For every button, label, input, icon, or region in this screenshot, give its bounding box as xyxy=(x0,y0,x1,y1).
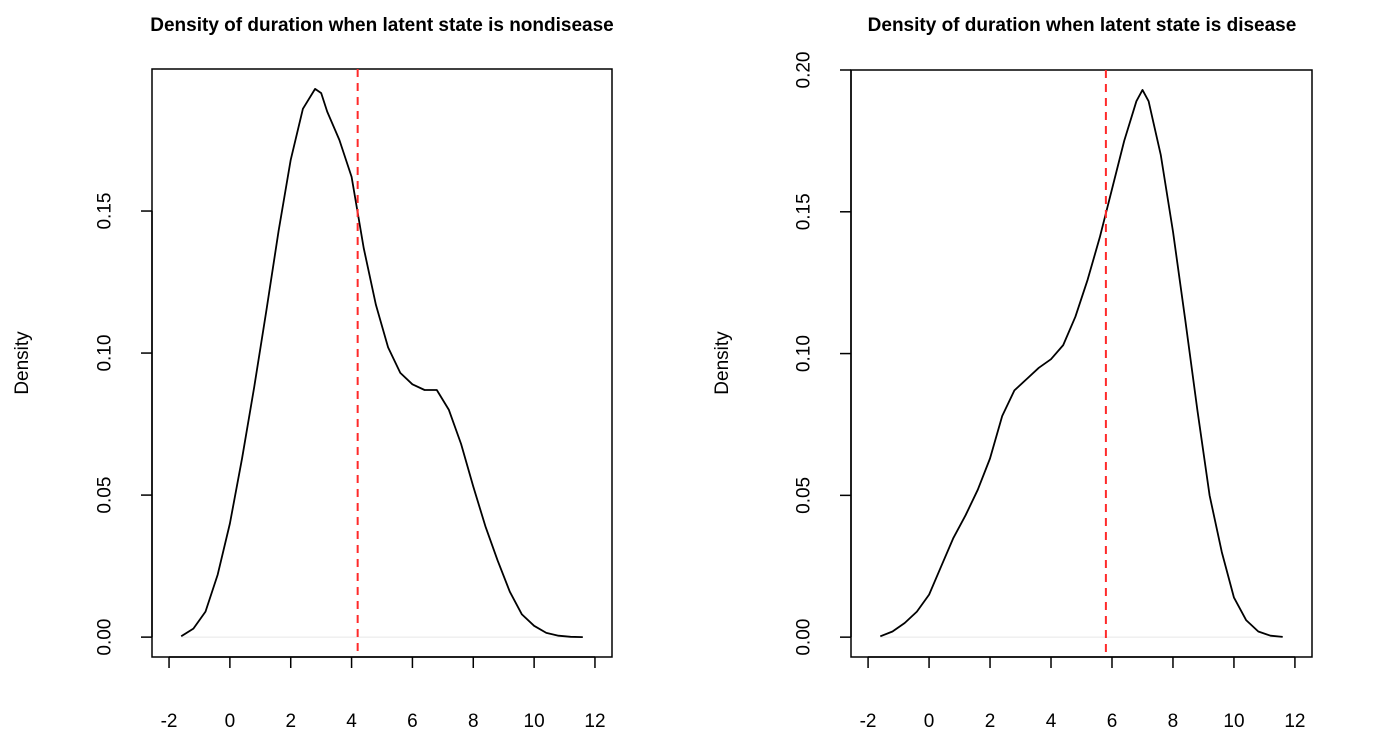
x-tick-label: 12 xyxy=(584,711,605,732)
y-tick-label: 0.10 xyxy=(794,335,815,372)
y-tick-label: 0.15 xyxy=(794,193,815,230)
plot-frame xyxy=(151,68,613,658)
density-curve xyxy=(879,89,1283,638)
plot-frame xyxy=(850,69,1313,658)
x-tick-label: 6 xyxy=(1107,711,1118,732)
x-tick-label: 10 xyxy=(524,711,545,732)
x-tick-label: 6 xyxy=(407,711,418,732)
x-tick-label: 2 xyxy=(285,711,296,732)
y-tick-label: 0.05 xyxy=(794,477,815,514)
y-axis-label: Density xyxy=(712,331,733,395)
y-tick-label: 0.05 xyxy=(95,477,116,514)
chart-panel-2: Density of duration when latent state is… xyxy=(712,15,1313,732)
y-tick-label: 0.00 xyxy=(95,619,116,656)
chart-title: Density of duration when latent state is… xyxy=(868,15,1297,36)
chart-title: Density of duration when latent state is… xyxy=(150,15,613,36)
y-tick-label: 0.10 xyxy=(95,335,116,372)
x-tick-label: 8 xyxy=(468,711,479,732)
y-tick-label: 0.20 xyxy=(794,52,815,89)
x-tick-label: 0 xyxy=(225,711,236,732)
x-tick-label: 2 xyxy=(985,711,996,732)
y-tick-label: 0.00 xyxy=(794,619,815,656)
x-tick-label: 0 xyxy=(924,711,935,732)
x-tick-label: 4 xyxy=(346,711,357,732)
x-tick-label: 8 xyxy=(1168,711,1179,732)
y-axis-label: Density xyxy=(12,331,33,395)
x-tick-label: -2 xyxy=(860,711,877,732)
x-tick-label: 4 xyxy=(1046,711,1057,732)
x-tick-label: 12 xyxy=(1284,711,1305,732)
x-tick-label: -2 xyxy=(161,711,178,732)
x-tick-label: 10 xyxy=(1223,711,1244,732)
chart-panel-1: Density of duration when latent state is… xyxy=(12,15,614,732)
density-curve xyxy=(180,88,583,638)
y-tick-label: 0.15 xyxy=(95,193,116,230)
